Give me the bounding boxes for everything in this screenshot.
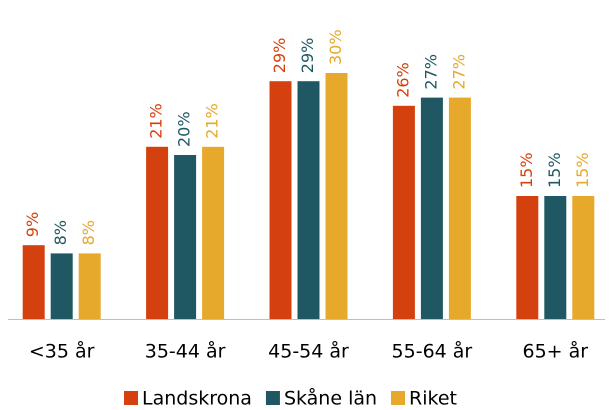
bar [297, 81, 320, 319]
data-label: 29% [270, 38, 289, 74]
legend-label: Skåne län [284, 387, 377, 410]
data-label: 30% [326, 29, 345, 65]
bar [269, 81, 292, 319]
bar [22, 245, 45, 319]
x-tick-label: 45-54 år [268, 340, 349, 363]
data-label: 8% [79, 220, 98, 245]
bar [420, 97, 443, 319]
bar [392, 105, 415, 319]
bar [202, 146, 225, 319]
x-tick-label: 65+ år [523, 340, 589, 363]
bar [50, 253, 73, 319]
data-label: 21% [203, 103, 222, 139]
data-label: 9% [23, 212, 42, 237]
data-label: 26% [393, 62, 412, 98]
bar [516, 196, 539, 319]
bar [325, 73, 348, 319]
bar [146, 146, 169, 319]
legend-label: Riket [409, 388, 457, 410]
data-label: 15% [545, 152, 564, 188]
data-label: 8% [51, 220, 70, 245]
bar [78, 253, 101, 319]
legend-swatch [124, 391, 138, 405]
data-label: 27% [449, 54, 468, 90]
bar [448, 97, 471, 319]
data-label: 15% [573, 152, 592, 188]
data-label: 20% [175, 111, 194, 147]
bar [572, 196, 595, 319]
legend-swatch [265, 391, 280, 405]
data-label: 27% [421, 54, 440, 90]
x-tick-label: <35 år [29, 340, 95, 363]
bar [544, 196, 567, 319]
x-tick-label: 55-64 år [392, 340, 473, 363]
legend-label: Landskrona [142, 388, 252, 410]
bar [174, 155, 197, 319]
data-label: 29% [298, 38, 317, 74]
data-label: 21% [147, 103, 166, 139]
data-label: 15% [517, 152, 536, 188]
x-tick-label: 35-44 år [145, 340, 226, 363]
legend-swatch [391, 391, 406, 405]
